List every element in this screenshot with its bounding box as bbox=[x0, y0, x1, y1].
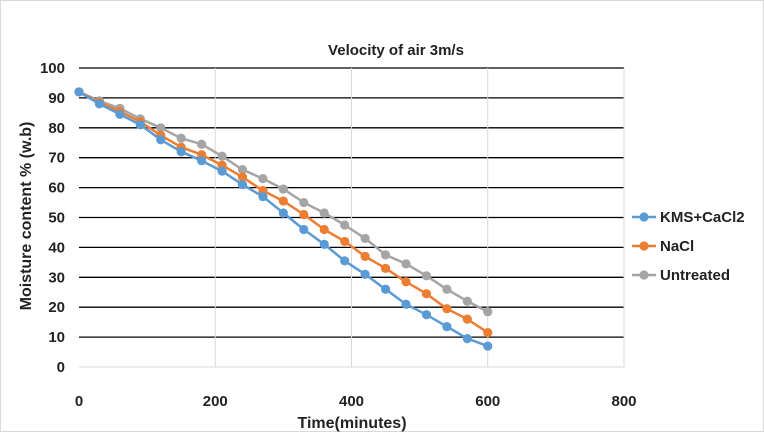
x-tick-label: 200 bbox=[203, 393, 228, 410]
x-tick-label: 600 bbox=[475, 393, 500, 410]
data-point bbox=[176, 147, 186, 157]
y-tick-label: 10 bbox=[48, 329, 65, 346]
data-point bbox=[380, 284, 391, 294]
data-point bbox=[421, 310, 432, 320]
data-point bbox=[197, 139, 207, 149]
data-point bbox=[197, 156, 207, 166]
x-axis-title: Time(minutes) bbox=[297, 415, 406, 432]
data-point bbox=[217, 151, 227, 161]
data-point bbox=[156, 135, 166, 145]
data-point bbox=[340, 256, 350, 266]
data-point bbox=[135, 120, 145, 130]
x-tick-label: 800 bbox=[611, 393, 636, 410]
data-point bbox=[483, 328, 493, 338]
data-point bbox=[74, 87, 84, 97]
y-tick-label: 100 bbox=[40, 60, 65, 77]
data-point bbox=[462, 333, 472, 344]
legend-label: KMS+CaCl2 bbox=[660, 209, 745, 226]
data-point bbox=[258, 174, 268, 184]
y-tick-label: 70 bbox=[48, 150, 65, 167]
y-tick-label: 60 bbox=[48, 180, 65, 197]
y-tick-label: 80 bbox=[48, 120, 65, 137]
legend-item: NaCl bbox=[632, 238, 694, 255]
data-point bbox=[340, 220, 350, 230]
data-point bbox=[421, 289, 432, 299]
data-point bbox=[115, 109, 125, 119]
y-tick-label: 50 bbox=[48, 210, 65, 227]
series-line bbox=[78, 90, 489, 348]
data-point bbox=[360, 251, 370, 261]
data-point bbox=[156, 123, 166, 133]
data-point bbox=[462, 296, 472, 306]
data-point bbox=[401, 299, 411, 309]
axes: 0 10 20 30 40 50 60 70 80 90 100 0 200 400 600 800 bbox=[40, 60, 637, 410]
chart-title: Velocity of air 3m/s bbox=[328, 42, 464, 59]
x-tick-label: 400 bbox=[339, 393, 364, 410]
data-point bbox=[340, 236, 350, 247]
data-point bbox=[299, 224, 309, 235]
legend-swatch-marker bbox=[639, 270, 649, 280]
grid bbox=[79, 67, 625, 367]
x-tick-label: 0 bbox=[75, 393, 83, 410]
y-tick-label: 0 bbox=[57, 359, 65, 376]
data-point bbox=[380, 250, 391, 260]
data-point bbox=[319, 224, 329, 235]
data-point bbox=[278, 196, 288, 206]
data-point bbox=[237, 172, 248, 182]
y-tick-label: 40 bbox=[48, 239, 65, 256]
data-point bbox=[401, 277, 411, 287]
data-point bbox=[278, 184, 288, 194]
legend-label: NaCl bbox=[660, 238, 694, 255]
y-tick-label: 90 bbox=[48, 90, 65, 107]
data-point bbox=[319, 208, 329, 218]
data-point bbox=[237, 180, 248, 190]
data-point bbox=[462, 314, 472, 324]
data-point bbox=[421, 271, 432, 281]
data-point bbox=[299, 209, 309, 220]
series-layer bbox=[74, 87, 493, 351]
data-point bbox=[258, 191, 268, 202]
data-point bbox=[483, 307, 493, 317]
data-point bbox=[442, 304, 452, 314]
legend-item: Untreated bbox=[632, 267, 730, 284]
data-point bbox=[94, 99, 105, 109]
data-point bbox=[319, 239, 329, 250]
data-point bbox=[176, 133, 186, 143]
data-point bbox=[237, 165, 248, 175]
data-point bbox=[360, 269, 370, 279]
data-point bbox=[380, 263, 391, 273]
data-point bbox=[299, 197, 309, 208]
data-point bbox=[278, 208, 288, 218]
data-point bbox=[442, 284, 452, 294]
y-axis-title: Moisture content % (w.b) bbox=[18, 122, 35, 311]
data-point bbox=[360, 233, 370, 244]
legend-swatch-marker bbox=[639, 241, 649, 251]
legend-swatch-marker bbox=[639, 212, 649, 222]
legend-item: KMS+CaCl2 bbox=[632, 209, 745, 226]
legend: KMS+CaCl2 NaCl Untreated bbox=[632, 209, 745, 284]
y-tick-label: 30 bbox=[48, 269, 65, 286]
series-kms-cacl2 bbox=[74, 87, 493, 351]
legend-label: Untreated bbox=[660, 267, 730, 284]
data-point bbox=[483, 341, 493, 351]
data-point bbox=[217, 166, 227, 176]
data-point bbox=[442, 322, 452, 332]
y-tick-label: 20 bbox=[48, 299, 65, 316]
data-point bbox=[401, 259, 411, 269]
